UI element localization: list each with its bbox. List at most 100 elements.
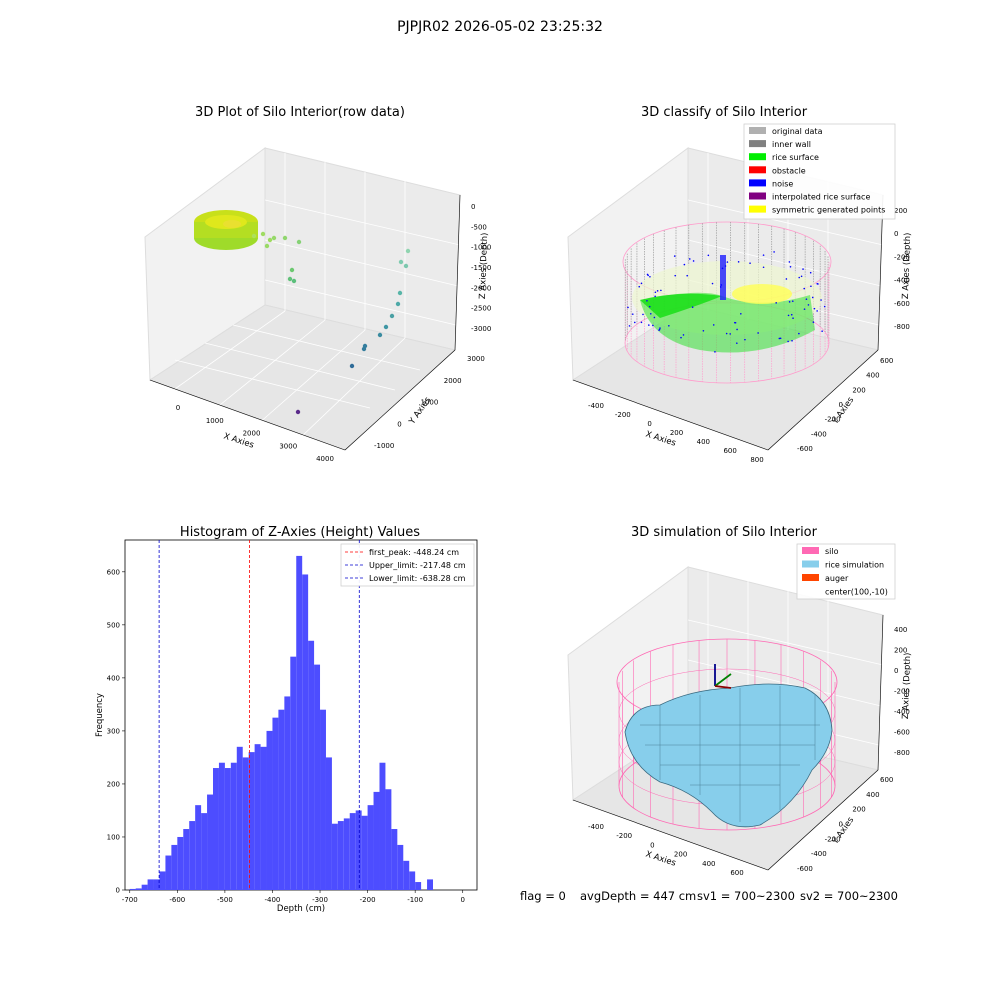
histogram-bar [337,821,344,890]
histogram-bar [183,829,190,890]
histogram-bar [343,818,350,890]
histogram-x-tick-label: -100 [407,896,423,904]
classify-noise-point [646,300,648,302]
raw-data-point [251,233,257,239]
histogram-bar [409,871,416,890]
histogram-xlabel: Depth (cm) [277,904,325,914]
classify-noise-point [788,301,791,303]
classify-noise-point [656,290,659,292]
classify-noise-point [787,340,789,343]
footer-status: flag = 0 avgDepth = 447 cm sv1 = 700~230… [520,889,898,903]
histogram-bar [213,768,219,890]
classify-noise-point [640,321,643,324]
raw-z-tick-label: 0 [471,203,475,211]
classify-legend-label: inner wall [772,140,811,149]
histogram-bar [272,717,279,890]
simulation-legend-label: silo [825,547,839,556]
histogram-x-tick-label: -600 [169,896,185,904]
simulation-y-tick-label: -200 [825,835,841,843]
simulation-y-tick-label: 600 [880,776,893,784]
classify-noise-point [740,313,742,315]
classify-noise-point [627,306,629,309]
classify-noise-point [790,313,793,316]
classify-noise-point [791,300,794,302]
simulation-z-tick-label: -400 [894,708,910,716]
raw-data-point [264,243,270,249]
classify-noise-point [688,258,691,260]
histogram-bar [159,871,166,890]
histogram-bar [296,555,303,890]
classify-noise-point [725,332,728,335]
histogram-bar [361,815,368,890]
classify-legend-label: original data [772,127,823,136]
simulation-x-tick-label: 400 [702,860,715,868]
histogram-bar [153,879,160,890]
classify-noise-point [823,305,826,308]
histogram-bar [189,821,196,890]
histogram-bar [260,746,267,890]
classify-noise-point [692,260,695,262]
classify-z-tick-label: -600 [894,300,910,308]
classify-x-tick-label: 200 [670,429,683,437]
histogram-y-tick-label: 200 [107,780,120,788]
histogram-bar [177,836,184,890]
classify-x-tick-label: -400 [588,402,604,410]
classify-legend: original data inner wall rice surface obsta… [743,123,896,220]
raw-z-tick-label: -1500 [471,264,491,272]
classify-y-tick-label: -600 [797,445,813,453]
raw-y-tick-label: 2000 [444,377,462,385]
classify-noise-point [631,313,634,315]
raw-data-point [395,301,401,307]
raw-z-tick-label: -1000 [471,244,491,252]
classify-noise-point [702,329,705,332]
classify-noise-point [686,274,689,277]
histogram-bar [278,709,285,890]
classify-noise-point [711,282,714,285]
histogram-bar [129,888,136,890]
classify-noise-point [652,324,654,327]
raw-data-point [296,239,302,245]
classify-noise-point [812,321,815,323]
classify-noise-point [736,328,738,331]
simulation-z-tick-label: 200 [894,647,907,655]
simulation-z-tick-label: -800 [894,749,910,757]
classify-noise-point [773,251,775,253]
classify-noise-point [762,254,765,256]
classify-noise-point [785,278,788,280]
raw-zlabel: Z Axies (Depth) [478,232,490,299]
classify-legend-label: symmetric generated points [772,206,885,215]
classify-noise-point [736,342,738,344]
classify-noise-point [668,324,670,327]
classify-zlabel: Z Axies (Depth) [901,232,913,299]
raw-data-point [398,259,404,265]
classify-noise-point [791,340,793,342]
simulation-x-tick-label: -200 [616,832,632,840]
simulation-legend-label: rice simulation [825,561,884,570]
raw-x-tick-label: 0 [176,404,180,412]
raw-data-point [403,263,409,269]
histogram-title: Histogram of Z-Axies (Height) Values [180,525,420,540]
raw-y-tick-label: 1000 [421,399,439,407]
classify-noise-point [640,282,643,285]
classify-noise-point [775,302,777,304]
simulation-y-tick-label: -600 [797,865,813,873]
simulation-z-tick-label: 0 [894,667,898,675]
classify-noise-point [649,312,652,315]
histogram-bar [236,746,243,890]
simulation-auger [714,664,732,689]
raw-y-tick-label: 3000 [467,355,485,363]
histogram-bar [224,768,231,890]
simulation-y-tick-label: 0 [839,821,843,829]
classify-noise-point [788,261,791,263]
simulation-legend-label: center(100,-10) [825,588,888,597]
panel-classify-3d: 3D classify of Silo Interior -400 -200 0 20… [567,105,913,464]
panel-raw-3d: 3D Plot of Silo Interior(row data) 0 1000… [144,105,491,463]
classify-noise-point [737,261,740,263]
raw-z-tick-label: -2000 [471,284,491,292]
simulation-title: 3D simulation of Silo Interior [631,525,818,540]
histogram-bar [373,791,380,890]
classify-noise-point [649,275,651,278]
raw-x-tick-label: 2000 [243,430,261,438]
raw-data-point [291,278,297,284]
